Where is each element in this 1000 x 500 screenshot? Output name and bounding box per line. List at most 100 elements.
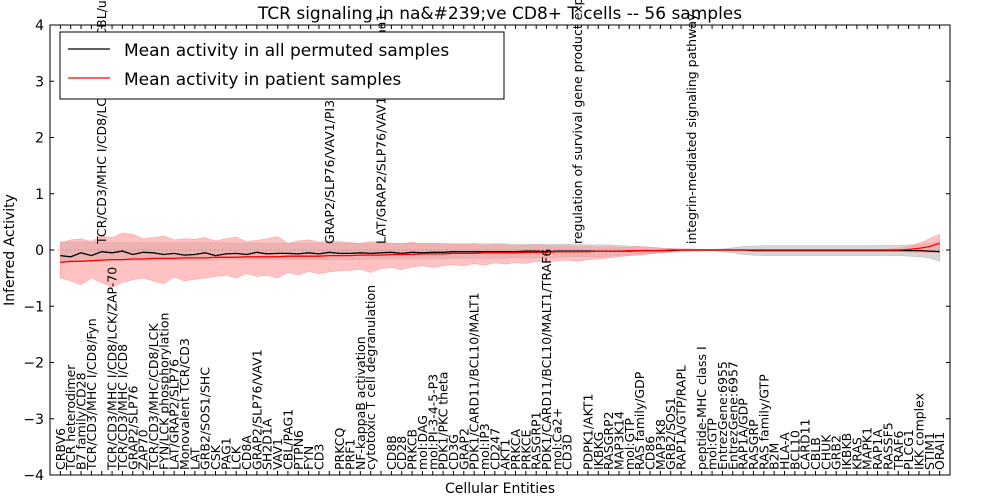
x-tick-label: EntrezGene:6957 xyxy=(725,361,740,470)
x-tick-label: mol:GTP xyxy=(705,418,720,470)
x-tick-label: EntrezGene:6955 xyxy=(715,361,730,470)
x-tick-label: RASGRP1 xyxy=(529,411,544,470)
x-tick-label: PDPK1/AKT1 xyxy=(580,394,595,470)
x-tick-label: TRAF6 xyxy=(891,430,906,471)
x-tick-label: CBLB xyxy=(808,437,823,470)
x-tick-label: TCR heterodimer xyxy=(63,364,78,471)
x-tick-label: CBL/PAG1 xyxy=(280,409,295,470)
x-tick-label: PRKCE xyxy=(518,430,533,470)
x-tick-label: IKBKG xyxy=(591,432,606,470)
x-tick-label: RASGRP2 xyxy=(601,411,616,470)
x-tick-label: ZAP70 xyxy=(136,429,151,470)
line-patient xyxy=(60,242,940,264)
x-tick-label: LAT xyxy=(187,447,202,470)
x-tick-label: cytotoxic T cell degranulation xyxy=(363,285,378,470)
y-axis-ticks: 4 3 2 1 0 −1 −2 −3 −4 xyxy=(23,18,950,484)
y-tick-label: 4 xyxy=(35,18,44,34)
x-tick-label: BCL10 xyxy=(787,430,802,470)
x-tick-label: CD86 xyxy=(643,436,658,470)
y-axis-label: Inferred Activity xyxy=(2,194,18,306)
legend-box xyxy=(59,31,505,100)
x-tick-label: CD3G xyxy=(446,434,461,470)
x-tick-label: GRB2/SOS1/SHC xyxy=(198,367,213,470)
x-tick-label: CRBV6 xyxy=(53,428,68,470)
x-tick-label: PDK1/CARD11/BCL10/MALT1 xyxy=(467,292,482,470)
y-tick-label: 0 xyxy=(35,243,44,259)
y-tick-label: −2 xyxy=(23,356,44,372)
x-tick-label: AKT1 xyxy=(498,439,513,470)
x-tick-label: regulation of survival gene product expr… xyxy=(570,0,585,244)
x-tick-label: CSK xyxy=(208,444,223,470)
x-tick-label: STIM1 xyxy=(922,432,937,470)
x-tick-label: RASGRP xyxy=(746,419,761,470)
x-tick-label: CARD11 xyxy=(798,419,813,471)
y-tick-label: −4 xyxy=(23,468,44,484)
x-tick-label: PRF1 xyxy=(343,439,358,470)
x-tick-label: FYN/LCK phosphorylation xyxy=(156,313,171,470)
x-tick-label: PRKCB xyxy=(405,429,420,470)
x-tick-label: RAP1A/GTP/RAPL xyxy=(674,365,689,470)
x-tick-label: B2M xyxy=(767,443,782,470)
x-tick-label: MAP3K14 xyxy=(612,411,627,470)
x-tick-label: IKBKB xyxy=(839,433,854,470)
x-tick-label: integrin-mediated signaling pathway xyxy=(684,13,699,244)
x-tick-label: PDK1/PKC theta xyxy=(436,372,451,470)
x-tick-label: GRAP2 xyxy=(456,428,471,470)
legend-label-permuted: Mean activity in all permuted samples xyxy=(124,41,449,61)
y-tick-label: 1 xyxy=(35,187,44,203)
x-tick-label: RAP1A/GDP xyxy=(736,398,751,470)
x-tick-label: TCR/CD3/MHC/CD8/LCK xyxy=(146,323,161,471)
x-tick-label: IKK complex xyxy=(912,393,927,470)
x-tick-label: CHUK xyxy=(818,434,833,470)
x-tick-label: GRAP2/SLP76/VAV1 xyxy=(249,349,264,470)
x-tick-label: NF-kappaB activation xyxy=(353,336,368,470)
x-tick-label: mol:PI-3-4-5-P3 xyxy=(425,374,440,470)
chart-title: TCR signaling in na&#239;ve CD8+ T cells… xyxy=(257,4,742,24)
x-tick-label: mol:DAG xyxy=(415,415,430,470)
series-lines xyxy=(60,242,940,264)
x-axis-ticks xyxy=(59,25,941,475)
x-tick-label: CD8B xyxy=(384,435,399,470)
x-tick-label: PAG1 xyxy=(218,437,233,470)
x-tick-label: CD3D xyxy=(560,434,575,470)
x-tick-label: CD8A xyxy=(239,435,254,470)
x-tick-label: TCR/CD3/MHC I/CD8/LCK/ZAP-70 xyxy=(105,267,120,471)
x-tick-label: ORAI1 xyxy=(932,432,947,470)
x-tick-label: TCR/CD3/MHC I/CD8/Fyn xyxy=(84,318,99,471)
x-tick-label: KRAS xyxy=(849,437,864,470)
x-tick-label: GRB2 xyxy=(829,435,844,470)
legend-label-patient: Mean activity in patient samples xyxy=(124,70,401,90)
y-tick-label: −3 xyxy=(23,412,44,428)
x-tick-label: RASSF5 xyxy=(880,422,895,470)
x-tick-label: HLA-A xyxy=(777,432,792,470)
x-tick-label: GRB2/SOS1 xyxy=(663,397,678,470)
x-tick-label: RAS family/GDP xyxy=(632,371,647,470)
x-tick-label: RAS family/GTP xyxy=(756,374,771,470)
x-tick-label: CD247 xyxy=(487,428,502,470)
x-tick-label: MAPK1 xyxy=(860,427,875,470)
x-tick-label: mol:IP3 xyxy=(477,423,492,470)
x-tick-label: VAV1 xyxy=(270,438,285,470)
x-tick-label: mol:Ca2+ xyxy=(549,408,564,470)
legend: Mean activity in all permuted samples Me… xyxy=(59,31,505,100)
plot-frame xyxy=(49,24,951,476)
x-tick-label: SH2D1A xyxy=(260,418,275,470)
x-tick-label: PDK1/CARD11/BCL10/MALT1/TRAF6 xyxy=(539,249,554,470)
x-tick-label: Monovalent TCR/CD3 xyxy=(177,338,192,470)
x-tick-label: FYN xyxy=(301,446,316,470)
y-tick-label: 2 xyxy=(35,131,44,147)
x-tick-label: LCK xyxy=(229,445,244,470)
x-tick-label: mol:GTP xyxy=(622,418,637,470)
x-tick-label: PLCG1 xyxy=(901,429,916,470)
x-tick-label: CD28 xyxy=(394,436,409,470)
x-tick-label: PRKCQ xyxy=(332,428,347,470)
x-tick-label: TCR/CD3/MHC I/CD8 xyxy=(115,344,130,471)
x-tick-label: peptide-MHC class I xyxy=(694,346,709,470)
x-tick-label: CD3 xyxy=(312,444,327,470)
x-tick-label: GRAP2/SLP76 xyxy=(125,385,140,470)
x-tick-label: LAT/GRAP2/SLP76 xyxy=(167,359,182,470)
x-tick-label: RAP1A xyxy=(870,429,885,470)
x-tick-label: PRKCA xyxy=(508,429,523,470)
y-tick-label: −1 xyxy=(23,299,44,315)
